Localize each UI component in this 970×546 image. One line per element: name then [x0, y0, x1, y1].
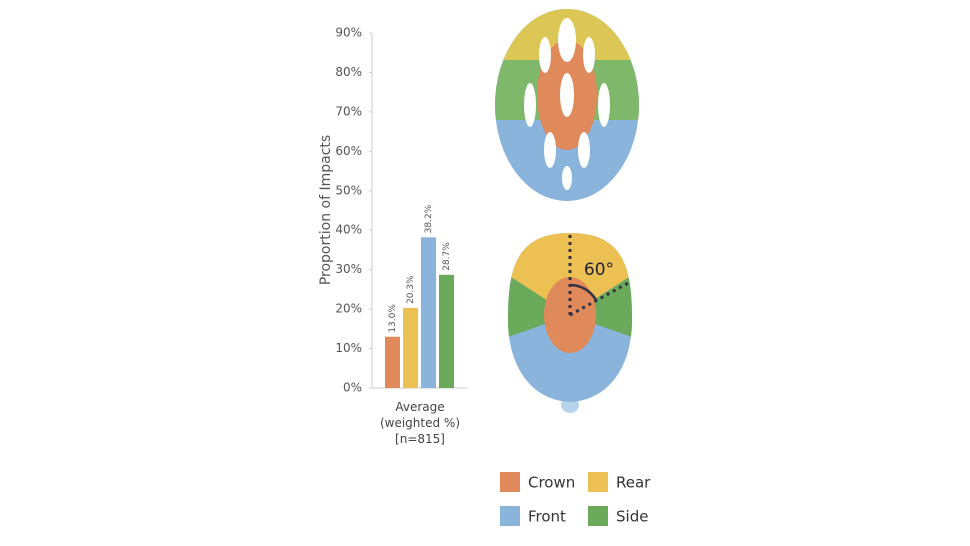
bar [385, 336, 400, 388]
legend-swatch [588, 472, 608, 492]
legend-swatch [500, 472, 520, 492]
y-tick-label: 10% [335, 341, 362, 355]
value-label: 38.2% [424, 204, 434, 233]
y-tick-label: 70% [335, 104, 362, 118]
y-tick-label: 0% [343, 381, 362, 395]
y-tick-label: 20% [335, 302, 362, 316]
value-label: 20.3% [406, 275, 416, 304]
y-tick-label: 50% [335, 183, 362, 197]
x-category-label: Average (weighted %) [n=815] [379, 400, 461, 446]
legend-label: Rear [616, 474, 651, 492]
bar [403, 307, 418, 388]
value-label: 13.0% [388, 304, 398, 333]
angle-annotation: 60° [584, 260, 614, 280]
legend-swatch [588, 506, 608, 526]
y-axis-title: Proportion of Impacts [318, 135, 334, 285]
legend-label: Crown [528, 474, 575, 492]
y-tick-label: 80% [335, 65, 362, 79]
helmet-illustration [495, 9, 639, 201]
value-label: 28.7% [442, 242, 452, 271]
y-tick-label: 40% [335, 223, 362, 237]
y-tick-label: 30% [335, 262, 362, 276]
head-illustration: 60° [508, 233, 632, 413]
y-tick-label: 90% [335, 26, 362, 40]
legend-label: Side [616, 508, 648, 526]
bar [439, 274, 454, 388]
bar [421, 237, 436, 388]
legend-label: Front [528, 508, 566, 526]
legend-swatch [500, 506, 520, 526]
y-tick-label: 60% [335, 144, 362, 158]
